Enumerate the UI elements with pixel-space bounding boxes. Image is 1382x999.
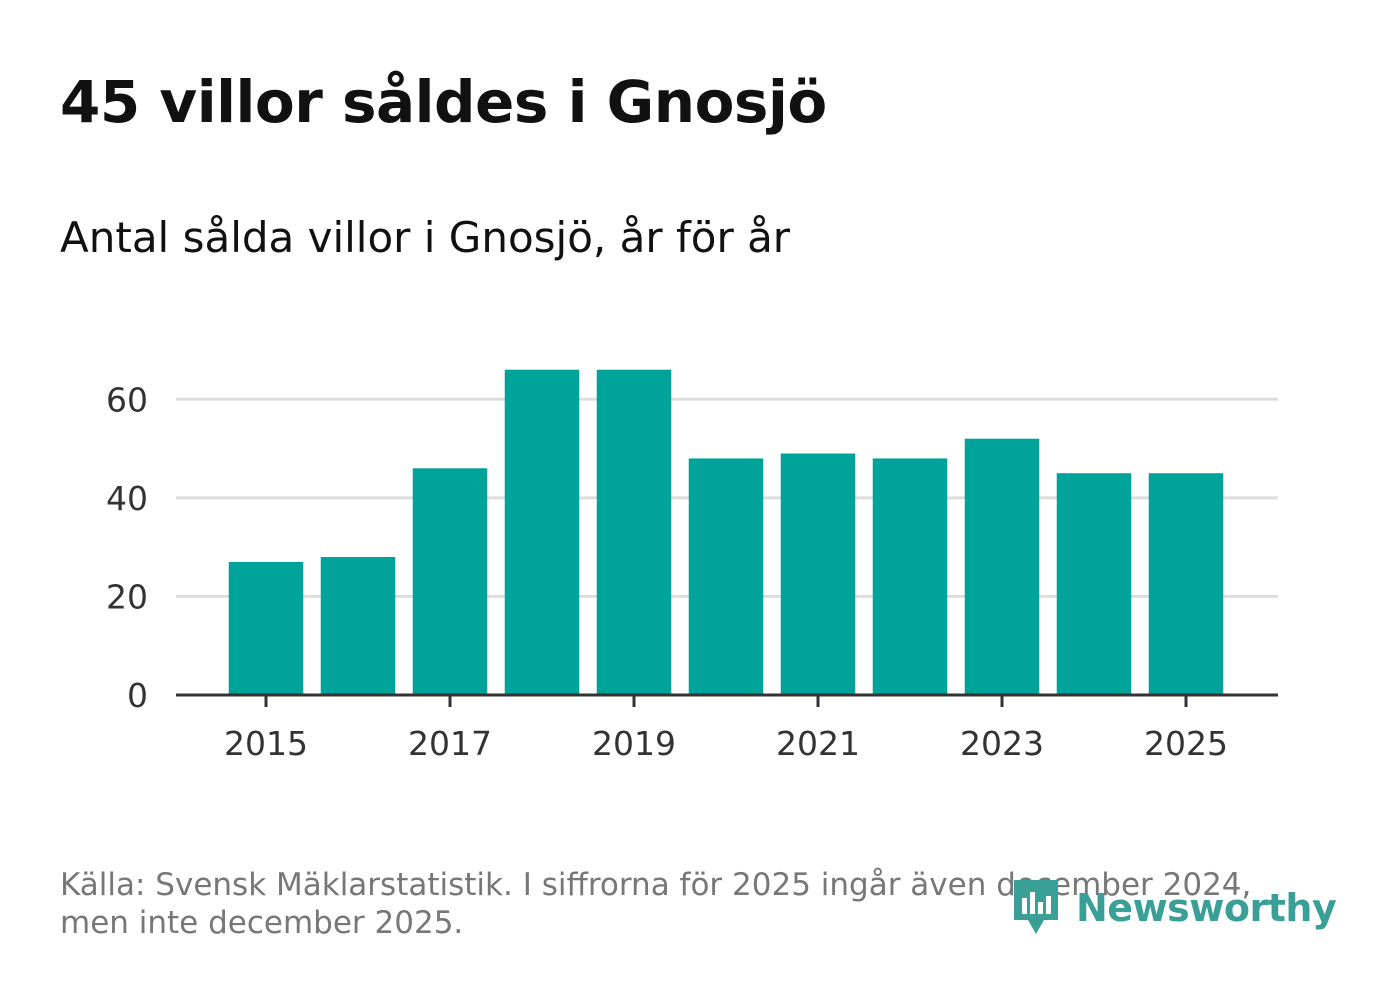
- x-tick-label: 2025: [1144, 724, 1228, 763]
- x-tick-label: 2023: [960, 724, 1044, 763]
- bar-2025: [1148, 473, 1224, 695]
- x-tick-label: 2019: [592, 724, 676, 763]
- newsworthy-logo-icon: [1014, 880, 1058, 934]
- x-tick-label: 2015: [224, 724, 308, 763]
- bar-2021: [780, 453, 856, 695]
- axes: [176, 693, 1278, 707]
- bar-2024: [1056, 473, 1132, 695]
- x-tick-label: 2021: [776, 724, 860, 763]
- chart-title: 45 villor såldes i Gnosjö: [60, 68, 827, 136]
- newsworthy-logo-text: Newsworthy: [1076, 886, 1337, 930]
- y-tick-label: 20: [106, 577, 148, 616]
- bar-2019: [596, 369, 672, 695]
- y-tick-label: 40: [106, 479, 148, 518]
- y-tick-label: 60: [106, 380, 148, 419]
- x-tick-label: 2017: [408, 724, 492, 763]
- bars: [228, 369, 1224, 695]
- chart-subtitle: Antal sålda villor i Gnosjö, år för år: [60, 213, 791, 262]
- newsworthy-logo: Newsworthy: [1010, 876, 1337, 940]
- bar-2018: [504, 369, 580, 695]
- bar-2017: [412, 468, 488, 695]
- bar-2015: [228, 561, 304, 695]
- y-tick-labels: 0 20 40 60: [106, 380, 148, 715]
- y-tick-label: 0: [127, 676, 148, 715]
- bar-2016: [320, 557, 396, 695]
- bar-2020: [688, 458, 764, 695]
- bar-chart: 0 20 40 60 2015 2017 2019 2021 2023 2025: [106, 369, 1278, 763]
- bar-2022: [872, 458, 948, 695]
- bar-2023: [964, 438, 1040, 695]
- x-tick-labels: 2015 2017 2019 2021 2023 2025: [224, 724, 1228, 763]
